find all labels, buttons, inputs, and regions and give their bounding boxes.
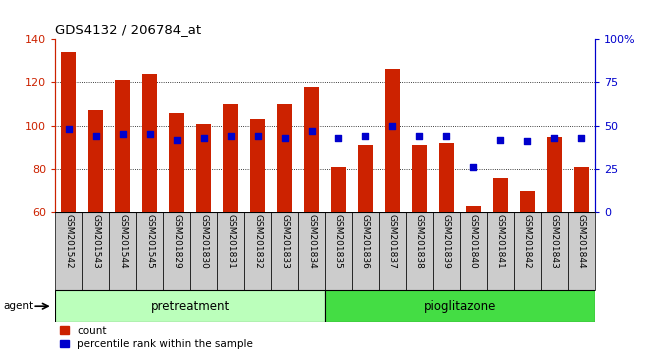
Bar	[493, 178, 508, 212]
Bar	[325, 212, 352, 290]
Bar	[547, 137, 562, 212]
Point	[252, 133, 263, 139]
Text: GSM201829: GSM201829	[172, 214, 181, 269]
Bar	[520, 191, 535, 212]
Bar	[385, 69, 400, 212]
Text: GSM201838: GSM201838	[415, 214, 424, 269]
Bar	[244, 212, 271, 290]
Text: GDS4132 / 206784_at: GDS4132 / 206784_at	[55, 23, 201, 36]
Point	[144, 132, 155, 137]
Bar	[88, 110, 103, 212]
Bar	[541, 212, 568, 290]
Text: pioglitazone: pioglitazone	[424, 300, 496, 313]
Bar	[379, 212, 406, 290]
Bar	[574, 167, 589, 212]
Bar	[487, 212, 514, 290]
Bar	[136, 212, 163, 290]
Point	[226, 133, 236, 139]
Bar	[568, 212, 595, 290]
Bar	[190, 212, 217, 290]
Bar	[82, 212, 109, 290]
Point	[522, 138, 532, 144]
Bar	[217, 212, 244, 290]
Text: GSM201843: GSM201843	[550, 214, 559, 269]
Text: GSM201833: GSM201833	[280, 214, 289, 269]
Bar	[439, 143, 454, 212]
Bar	[412, 145, 427, 212]
Text: agent: agent	[3, 301, 33, 311]
Point	[118, 132, 128, 137]
Bar	[304, 87, 319, 212]
Point	[414, 133, 424, 139]
Bar	[514, 212, 541, 290]
Point	[549, 135, 560, 141]
Text: GSM201842: GSM201842	[523, 214, 532, 269]
Point	[306, 128, 317, 134]
Point	[576, 135, 586, 141]
Bar	[460, 212, 487, 290]
Point	[64, 126, 74, 132]
Legend: count, percentile rank within the sample: count, percentile rank within the sample	[60, 326, 253, 349]
Text: GSM201543: GSM201543	[91, 214, 100, 269]
Text: GSM201841: GSM201841	[496, 214, 505, 269]
Text: GSM201830: GSM201830	[199, 214, 208, 269]
Text: GSM201542: GSM201542	[64, 214, 73, 269]
Bar	[352, 212, 379, 290]
Point	[495, 137, 506, 142]
Text: GSM201836: GSM201836	[361, 214, 370, 269]
Bar	[466, 206, 481, 212]
Text: pretreatment: pretreatment	[151, 300, 229, 313]
Bar	[298, 212, 325, 290]
Point	[441, 133, 452, 139]
Bar	[142, 74, 157, 212]
Bar	[331, 167, 346, 212]
Bar	[61, 52, 76, 212]
Point	[360, 133, 370, 139]
Point	[387, 123, 398, 129]
Point	[333, 135, 344, 141]
Point	[468, 165, 478, 170]
Point	[172, 137, 182, 142]
Bar	[109, 212, 136, 290]
Bar	[115, 80, 130, 212]
Text: GSM201831: GSM201831	[226, 214, 235, 269]
Point	[90, 133, 101, 139]
Text: GSM201835: GSM201835	[334, 214, 343, 269]
Bar	[358, 145, 373, 212]
Text: GSM201844: GSM201844	[577, 214, 586, 269]
Bar	[277, 104, 292, 212]
Point	[198, 135, 209, 141]
Bar	[271, 212, 298, 290]
Bar	[325, 290, 595, 322]
Bar	[223, 104, 238, 212]
Bar	[250, 119, 265, 212]
Bar	[55, 212, 83, 290]
Text: GSM201544: GSM201544	[118, 214, 127, 269]
Text: GSM201832: GSM201832	[253, 214, 262, 269]
Bar	[169, 113, 184, 212]
Text: GSM201840: GSM201840	[469, 214, 478, 269]
Bar	[163, 212, 190, 290]
Bar	[55, 290, 325, 322]
Bar	[196, 124, 211, 212]
Bar	[406, 212, 433, 290]
Text: GSM201834: GSM201834	[307, 214, 316, 269]
Text: GSM201545: GSM201545	[145, 214, 154, 269]
Bar	[433, 212, 460, 290]
Text: GSM201839: GSM201839	[442, 214, 451, 269]
Text: GSM201837: GSM201837	[388, 214, 397, 269]
Point	[280, 135, 290, 141]
